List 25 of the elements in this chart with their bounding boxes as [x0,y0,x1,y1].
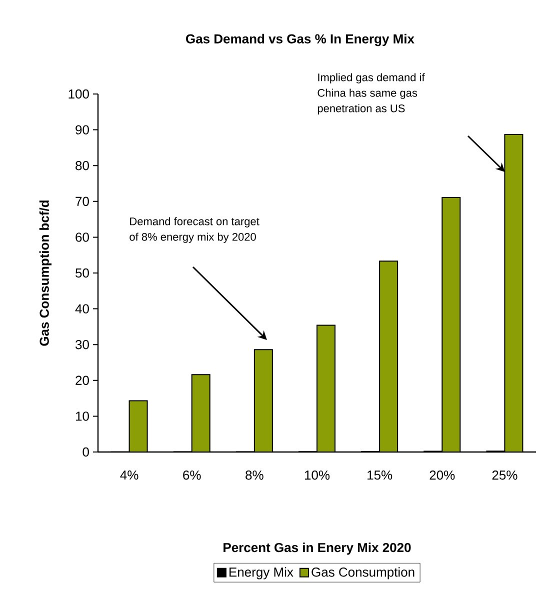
x-tick-label: 15% [368,470,392,480]
y-axis-title: Gas Consumption bcf/d [39,200,52,346]
annotation: Demand forecast on target of 8% energy mix by 2020 [130,217,260,243]
y-tick-label: 30 [76,340,89,350]
x-tick-label: 20% [430,470,455,480]
x-tick-label: 10% [304,470,330,480]
x-axis-title: Percent Gas in Enery Mix 2020 [224,542,411,555]
legend-label: Gas Consumption [312,567,414,580]
y-tick-label: 70 [76,196,89,206]
y-tick-label: 80 [76,160,89,170]
annotation: Implied gas demand if China has same gas penetration as US [318,73,425,114]
y-tick-label: 90 [76,125,89,134]
y-tick-label: 0 [82,447,89,457]
x-tick-label: 25% [492,470,518,480]
x-tick-label: 8% [246,470,264,480]
y-tick-label: 40 [75,304,89,314]
y-tick-label: 20 [76,376,89,385]
y-tick-label: 10 [76,412,89,421]
chart-title: Gas Demand vs Gas % In Energy Mix [186,34,414,46]
legend-label: Energy Mix [230,567,294,580]
x-tick-label: 4% [120,470,138,480]
y-tick-label: 50 [76,268,89,278]
y-tick-label: 60 [76,232,89,242]
y-tick-label: 100 [68,89,89,99]
x-tick-label: 6% [183,470,201,480]
